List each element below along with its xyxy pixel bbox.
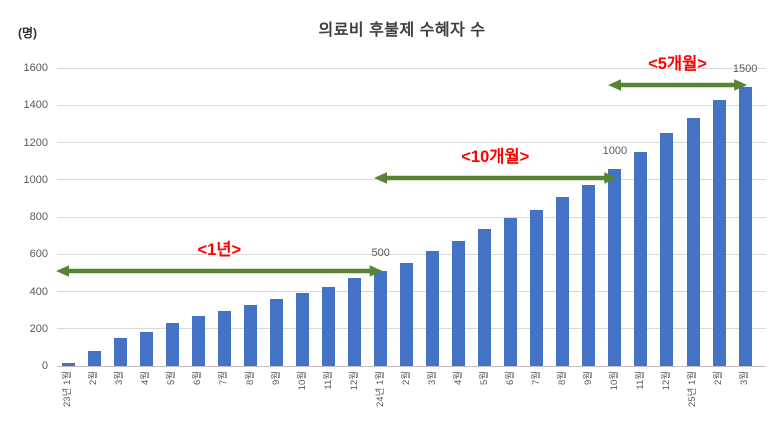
bar: [244, 304, 257, 366]
gridline: [57, 253, 766, 255]
x-axis-tick-label: 25년 1월: [687, 371, 699, 407]
bar: [165, 323, 179, 366]
x-axis-tick-label: 2월: [88, 371, 100, 386]
gridline: [57, 67, 766, 69]
bar: [686, 118, 700, 366]
bar: [400, 262, 414, 366]
y-axis-tick-label: 600: [29, 248, 48, 261]
x-axis-tick-label: 24년 1월: [374, 371, 386, 407]
bar: [582, 185, 596, 366]
x-axis-tick-label: 5월: [478, 371, 490, 386]
y-axis-tick-label: 1200: [23, 136, 48, 149]
duration-annotation: <1년>: [197, 240, 242, 259]
y-axis-tick-label: 200: [29, 322, 48, 335]
bar: [113, 338, 127, 366]
duration-arrow: [607, 78, 748, 91]
x-axis-tick-label: 2월: [713, 371, 725, 386]
x-axis-tick-label: 3월: [739, 371, 751, 386]
bar: [426, 251, 440, 366]
bar: [634, 151, 648, 366]
y-axis-tick-label: 0: [41, 360, 48, 372]
bar-value-label: 1000: [602, 144, 628, 157]
duration-annotation: <5개월>: [648, 54, 707, 73]
x-axis-tick-label: 3월: [114, 371, 126, 386]
x-axis-line: [57, 366, 766, 367]
y-axis-tick-label: 1600: [23, 62, 48, 74]
bar: [270, 298, 284, 366]
x-axis-tick-label: 11월: [634, 371, 646, 390]
x-axis-tick-label: 4월: [452, 371, 464, 386]
duration-arrow: [56, 265, 383, 277]
y-axis-tick-label: 400: [29, 285, 48, 298]
x-axis-tick-label: 9월: [270, 371, 282, 386]
bar: [530, 209, 544, 366]
bar: [61, 363, 75, 366]
bar: [504, 217, 518, 366]
x-axis-tick-label: 23년 1월: [62, 371, 74, 407]
bar: [191, 315, 205, 366]
bar: [217, 311, 231, 366]
y-axis-tick-label: 1400: [23, 99, 48, 112]
bar: [452, 241, 466, 366]
x-axis-tick-label: 4월: [140, 371, 152, 386]
x-axis-tick-label: 8월: [244, 371, 256, 386]
bar: [712, 99, 726, 366]
bar-value-label: 500: [371, 247, 390, 259]
x-axis-tick-label: 2월: [400, 371, 412, 386]
bar: [139, 331, 153, 366]
x-axis-tick-label: 10월: [608, 371, 620, 391]
x-axis-tick-label: 8월: [556, 371, 568, 386]
x-axis-tick-label: 5월: [166, 371, 178, 386]
x-axis-tick-label: 7월: [218, 371, 230, 386]
y-axis-tick-label: 800: [29, 211, 48, 223]
gridline: [57, 104, 766, 106]
x-axis-tick-label: 3월: [426, 371, 438, 386]
duration-annotation: <10개월>: [461, 147, 530, 166]
x-axis-tick-label: 10월: [296, 371, 308, 391]
bar: [87, 351, 101, 366]
y-axis-unit-label: (명): [18, 26, 38, 40]
y-axis-tick-label: 1000: [23, 173, 48, 186]
gridline: [57, 216, 766, 218]
bar: [296, 293, 310, 366]
bar: [608, 168, 622, 366]
duration-arrow: [373, 171, 617, 184]
bar: [348, 277, 362, 366]
x-axis-tick-label: 6월: [192, 371, 204, 386]
bar: [322, 286, 336, 366]
bar: [478, 229, 492, 366]
x-axis-tick-label: 12월: [660, 371, 672, 391]
x-axis-tick-label: 12월: [348, 371, 360, 391]
bar: [374, 271, 388, 366]
bar: [556, 196, 570, 366]
bar-value-label: 1500: [732, 62, 758, 75]
chart-title: 의료비 후불제 수혜자 수: [318, 22, 486, 39]
bar: [660, 133, 674, 366]
x-axis-tick-label: 7월: [530, 371, 542, 386]
x-axis-tick-label: 6월: [504, 371, 516, 386]
bar: [738, 86, 752, 366]
x-axis-tick-label: 9월: [582, 371, 594, 386]
x-axis-tick-label: 11월: [322, 371, 334, 390]
gridline: [57, 142, 766, 143]
